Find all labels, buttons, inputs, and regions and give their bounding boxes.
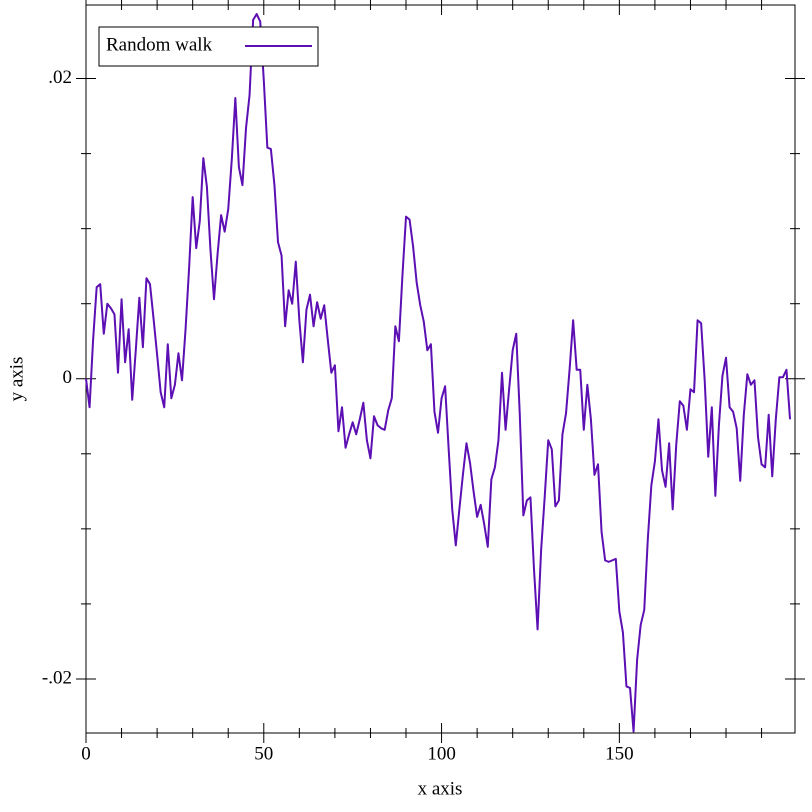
x-tick-label: 100: [427, 743, 456, 764]
x-tick-label: 0: [81, 743, 91, 764]
data-line: [85, 13, 792, 733]
x-tick-label: 50: [254, 743, 273, 764]
y-tick-label: 0: [63, 367, 73, 388]
plot-frame: [85, 4, 796, 734]
x-tick-label: 150: [605, 743, 634, 764]
y-axis-label: y axis: [6, 357, 27, 402]
legend-label: Random walk: [106, 34, 213, 55]
y-tick-label: .02: [48, 67, 72, 88]
y-tick-label: -.02: [42, 667, 72, 688]
x-axis-label: x axis: [418, 778, 463, 799]
